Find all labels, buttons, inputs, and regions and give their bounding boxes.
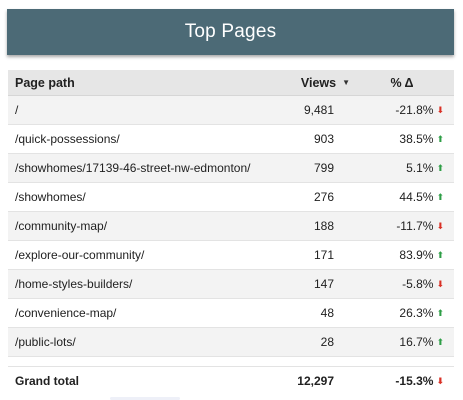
delta-cell: -11.7% ⬇: [342, 219, 454, 233]
table-header-row: Page path Views ▼ % Δ: [8, 70, 454, 96]
page-path-cell: /showhomes/: [15, 190, 86, 204]
page-path-cell: /public-lots/: [15, 335, 76, 349]
delta-cell: 26.3% ⬆: [342, 306, 454, 320]
delta-value: -5.8%: [402, 277, 434, 291]
delta-cell: -21.8% ⬇: [342, 103, 454, 117]
delta-value: 16.7%: [399, 335, 434, 349]
sort-descending-icon[interactable]: ▼: [342, 78, 350, 87]
table-row[interactable]: /home-styles-builders/147 -5.8% ⬇: [8, 270, 454, 299]
delta-value: 5.1%: [406, 161, 434, 175]
table-row[interactable]: /public-lots/28 16.7% ⬆: [8, 328, 454, 357]
delta-cell: 44.5% ⬆: [342, 190, 454, 204]
table-row[interactable]: /showhomes/17139-46-street-nw-edmonton/7…: [8, 154, 454, 183]
table-row[interactable]: /showhomes/276 44.5% ⬆: [8, 183, 454, 212]
delta-value: -11.7%: [396, 219, 434, 233]
delta-cell: 38.5% ⬆: [342, 132, 454, 146]
delta-value: 38.5%: [399, 132, 434, 146]
delta-cell: -5.8% ⬇: [342, 277, 454, 291]
views-cell: 171: [313, 248, 334, 262]
views-cell: 147: [313, 277, 334, 291]
views-cell: 9,481: [303, 103, 334, 117]
views-cell: 188: [313, 219, 334, 233]
table-body: /9,481 -21.8% ⬇/quick-possessions/903 38.5%…: [8, 96, 454, 357]
table-row[interactable]: /convenience-map/48 26.3% ⬆: [8, 299, 454, 328]
views-cell: 903: [313, 132, 334, 146]
table-row[interactable]: /quick-possessions/903 38.5% ⬆: [8, 125, 454, 154]
delta-value: 44.5%: [399, 190, 434, 204]
grand-total-delta-value: -15.3%: [395, 373, 434, 388]
column-header-delta[interactable]: % Δ: [390, 75, 414, 90]
top-pages-table: Page path Views ▼ % Δ /9,481 -21.8% ⬇/quic…: [8, 70, 454, 357]
column-header-page-path[interactable]: Page path: [15, 75, 75, 90]
arrow-up-icon: ⬆: [436, 308, 444, 318]
delta-value: 83.9%: [399, 248, 434, 262]
column-header-views-label: Views: [300, 75, 337, 90]
delta-cell: 83.9% ⬆: [342, 248, 454, 262]
page-title: Top Pages: [184, 21, 277, 42]
arrow-up-icon: ⬆: [436, 337, 444, 347]
delta-cell: 16.7% ⬆: [342, 335, 454, 349]
page-path-cell: /convenience-map/: [15, 306, 117, 320]
arrow-down-icon: ⬇: [436, 105, 444, 115]
page-path-cell: /home-styles-builders/: [15, 277, 133, 291]
grand-total-label: Grand total: [15, 373, 80, 388]
page-path-cell: /explore-our-community/: [15, 248, 145, 262]
page-path-cell: /community-map/: [15, 219, 108, 233]
views-cell: 276: [313, 190, 334, 204]
page-path-cell: /quick-possessions/: [15, 132, 120, 146]
page-path-cell: /showhomes/17139-46-street-nw-edmonton/: [15, 161, 251, 175]
arrow-up-icon: ⬆: [436, 192, 444, 202]
column-header-views[interactable]: Views ▼: [276, 76, 350, 90]
views-cell: 48: [320, 306, 334, 320]
table-row[interactable]: / 9,481 -21.8% ⬇: [8, 96, 454, 125]
delta-value: 26.3%: [399, 306, 434, 320]
views-cell: 28: [320, 335, 334, 349]
views-cell: 799: [313, 161, 334, 175]
arrow-up-icon: ⬆: [436, 134, 444, 144]
table-row[interactable]: /community-map/188 -11.7% ⬇: [8, 212, 454, 241]
arrow-up-icon: ⬆: [436, 163, 444, 173]
arrow-down-icon: ⬇: [436, 279, 444, 289]
table-row[interactable]: /explore-our-community/171 83.9% ⬆: [8, 241, 454, 270]
delta-value: -21.8%: [395, 103, 434, 117]
delta-cell: 5.1% ⬆: [342, 161, 454, 175]
grand-total-views: 12,297: [297, 373, 334, 388]
report-header: Top Pages: [7, 9, 454, 55]
scroll-indicator[interactable]: [110, 397, 180, 400]
grand-total-delta: -15.3% ⬇: [342, 374, 454, 388]
arrow-down-icon: ⬇: [436, 221, 444, 231]
grand-total-row: Grand total 12,297 -15.3% ⬇: [8, 366, 454, 394]
arrow-down-icon: ⬇: [436, 375, 444, 386]
page-path-cell: /: [15, 103, 19, 117]
arrow-up-icon: ⬆: [436, 250, 444, 260]
